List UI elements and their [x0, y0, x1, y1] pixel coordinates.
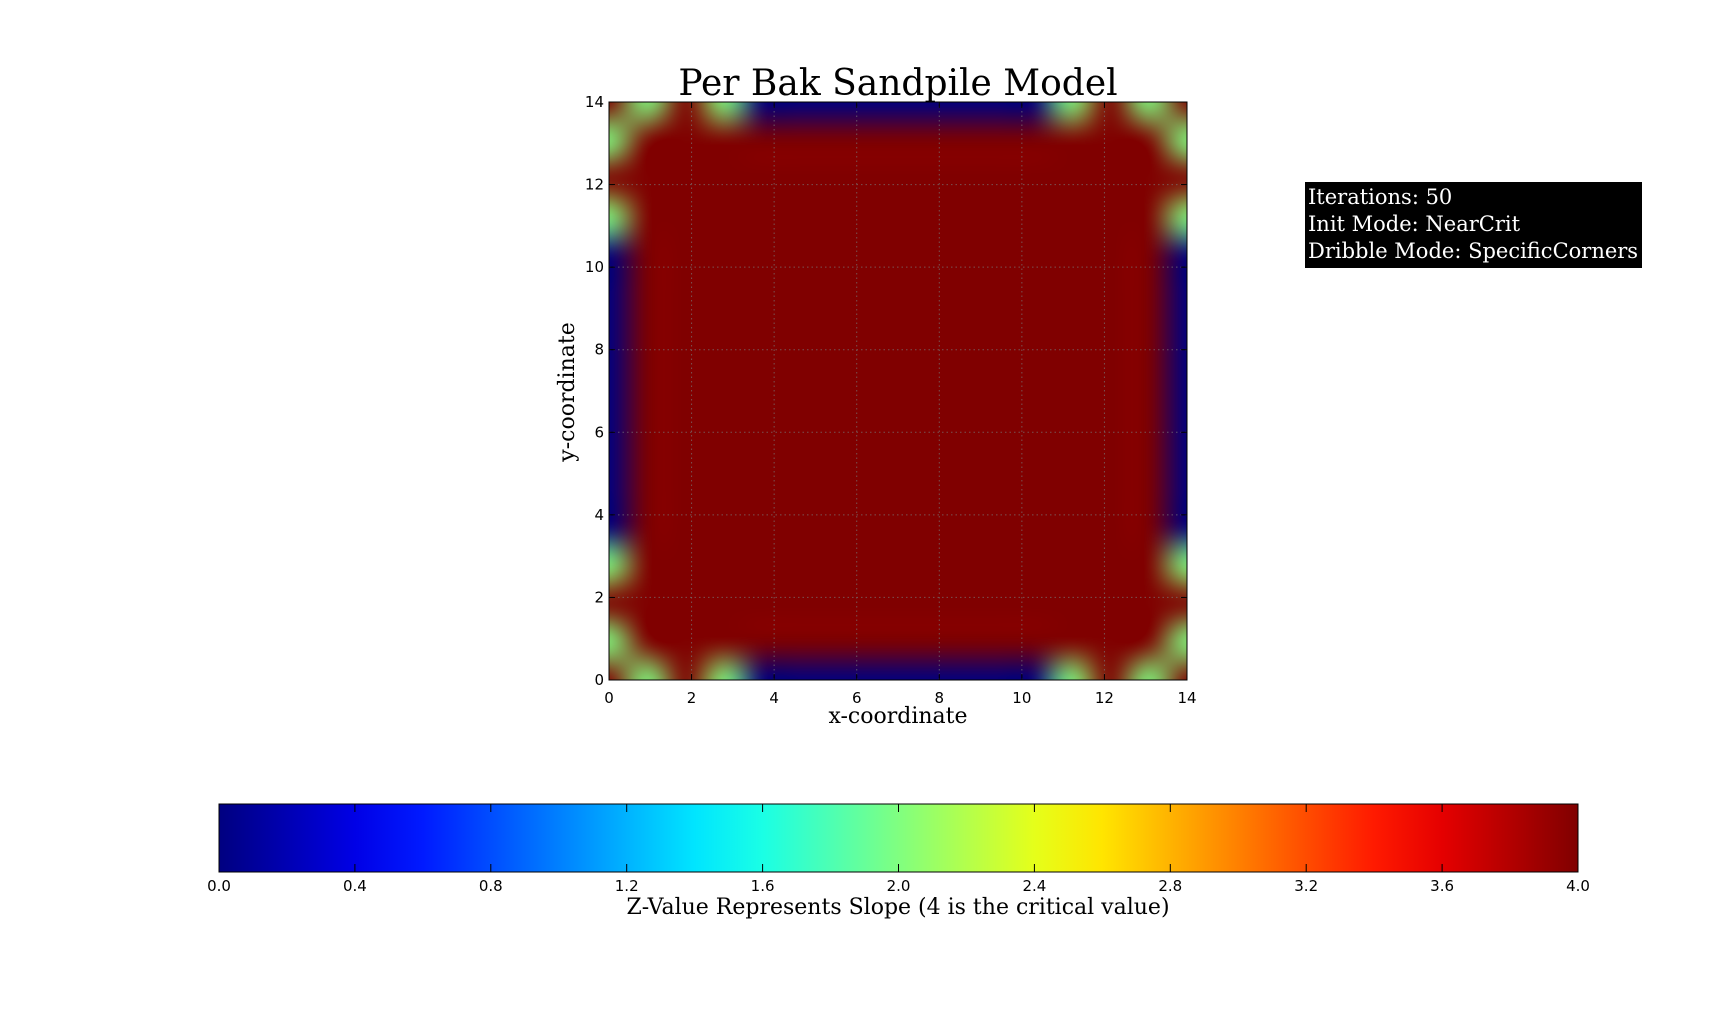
colorbar-ticks: 0.0 0.4 0.8 1.2 1.6 2.0 2.4 2.8 3.2 3.6 4.0 [207, 804, 1590, 895]
colorbar [218, 803, 1579, 873]
x-tick-label: 14 [1177, 689, 1196, 707]
info-annotation-box: Iterations: 50 Init Mode: NearCrit Dribb… [1305, 182, 1643, 268]
colorbar-tick-label: 2.4 [1022, 877, 1046, 895]
x-tick-label: 6 [852, 689, 862, 707]
colorbar-tick-label: 2.0 [887, 877, 911, 895]
y-tick-label: 14 [585, 93, 604, 111]
x-tick-label: 0 [604, 689, 614, 707]
plot-frame [608, 101, 1188, 681]
y-tick-label: 6 [594, 423, 604, 441]
heatmap-area [609, 102, 1187, 680]
dribble-mode-text: Dribble Mode: SpecificCorners [1308, 239, 1639, 263]
iterations-text: Iterations: 50 [1308, 185, 1453, 209]
x-tick-label: 8 [935, 689, 945, 707]
x-tick-label: 12 [1095, 689, 1114, 707]
colorbar-tick-label: 1.2 [615, 877, 639, 895]
colorbar-tick-label: 0.4 [343, 877, 367, 895]
x-tick-label: 4 [769, 689, 779, 707]
heatmap-image [609, 102, 1187, 680]
y-tick-label: 10 [585, 258, 604, 276]
y-tick-label: 2 [594, 588, 604, 606]
colorbar-label: Z-Value Represents Slope (4 is the criti… [626, 895, 1169, 920]
init-mode-text: Init Mode: NearCrit [1308, 212, 1521, 236]
colorbar-tick-label: 3.6 [1430, 877, 1454, 895]
grid-lines [609, 102, 1187, 680]
x-axis-label: x-coordinate [828, 704, 967, 729]
colorbar-tick-label: 0.0 [207, 877, 231, 895]
y-tick-label: 8 [594, 341, 604, 359]
y-tick-label: 0 [594, 671, 604, 689]
chart-title: Per Bak Sandpile Model [678, 63, 1117, 104]
x-tick-label: 2 [687, 689, 697, 707]
y-tick-label: 4 [594, 506, 604, 524]
x-tick-label: 10 [1012, 689, 1031, 707]
colorbar-tick-label: 1.6 [751, 877, 775, 895]
colorbar-tick-label: 2.8 [1158, 877, 1182, 895]
y-tick-label: 12 [585, 176, 604, 194]
y-axis-ticks: 0 2 4 6 8 10 12 14 [585, 93, 1187, 689]
y-axis-label: y-coordinate [555, 322, 580, 462]
colorbar-tick-label: 4.0 [1566, 877, 1590, 895]
colorbar-tick-label: 0.8 [479, 877, 503, 895]
x-axis-ticks: 0 2 4 6 8 10 12 14 [604, 102, 1197, 707]
colorbar-tick-label: 3.2 [1294, 877, 1318, 895]
